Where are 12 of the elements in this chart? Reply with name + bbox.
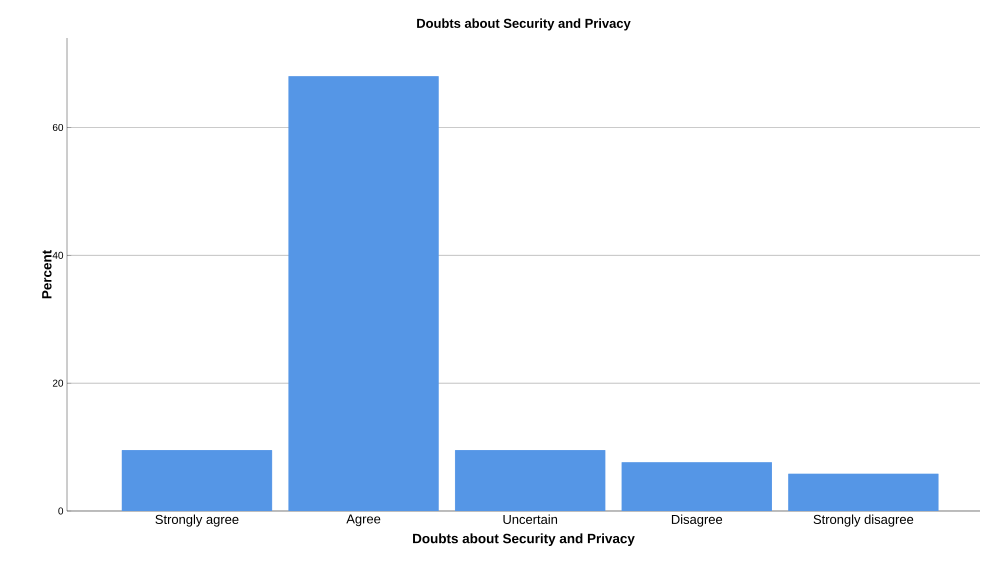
x-tick-label: Disagree	[672, 514, 722, 527]
y-axis-title: Percent	[42, 250, 52, 298]
y-tick-label: 40	[52, 252, 64, 259]
chart-title: Doubts about Security and Privacy	[417, 18, 631, 31]
x-tick-label: Strongly disagree	[814, 514, 914, 527]
y-tick-label: 0	[58, 507, 64, 515]
x-axis-title: Doubts about Security and Privacy	[413, 533, 635, 546]
y-tick-label: 60	[52, 124, 64, 132]
x-tick-label: Uncertain	[503, 514, 558, 524]
y-tick-label: 20	[52, 380, 64, 387]
x-tick-label: Agree	[346, 514, 380, 526]
x-tick-label: Strongly agree	[155, 514, 238, 527]
